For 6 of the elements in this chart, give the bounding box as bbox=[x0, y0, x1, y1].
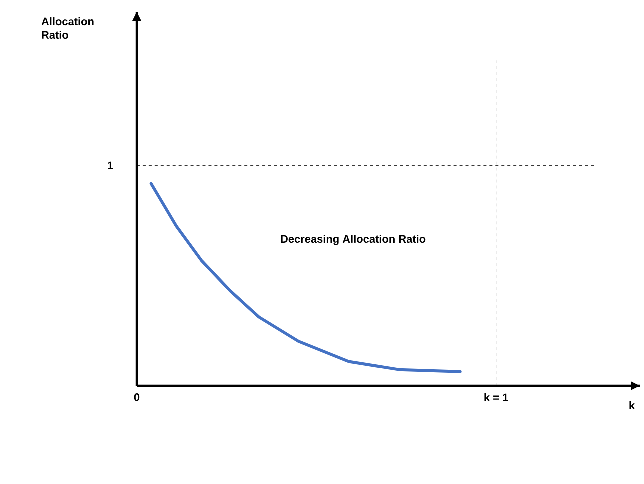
x-axis-title: k bbox=[630, 402, 636, 410]
x-tick-label: k = 1 bbox=[484, 394, 508, 402]
text: Allocation Ratio bbox=[42, 18, 94, 40]
ref-line-label: 1 bbox=[108, 162, 114, 170]
annotation: Decreasing Allocation Ratio bbox=[281, 235, 426, 246]
x-tick-label: 0 bbox=[134, 394, 140, 402]
